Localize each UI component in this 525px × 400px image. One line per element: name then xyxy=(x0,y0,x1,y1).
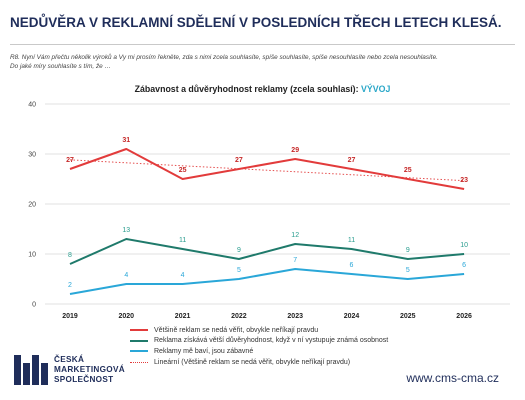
website-url[interactable]: www.cms-cma.cz xyxy=(406,371,499,385)
data-label: 23 xyxy=(460,177,468,184)
legend-item-1: Většině reklam se nedá věřit, obvykle ne… xyxy=(130,325,388,336)
legend-label: Většině reklam se nedá věřit, obvykle ne… xyxy=(154,326,319,334)
y-tick-label: 30 xyxy=(28,152,36,159)
data-label: 11 xyxy=(348,237,355,244)
legend-label: Reklama získává větší důvěryhodnost, kdy… xyxy=(154,337,389,345)
cms-logo-text: ČESKÁ MARKETINGOVÁ SPOLEČNOST xyxy=(54,355,125,384)
data-label: 27 xyxy=(235,157,243,164)
y-tick-label: 10 xyxy=(28,252,36,259)
data-label: 6 xyxy=(462,262,466,269)
legend-swatch xyxy=(130,361,148,363)
data-label: 5 xyxy=(237,267,241,274)
data-label: 2 xyxy=(68,282,72,289)
data-label: 11 xyxy=(179,237,186,244)
data-label: 29 xyxy=(291,147,299,154)
x-tick-label: 2022 xyxy=(231,313,247,320)
legend-item-2: Reklama získává větší důvěryhodnost, kdy… xyxy=(130,336,388,347)
title-divider xyxy=(10,44,515,45)
y-tick-label: 0 xyxy=(32,302,36,309)
data-label: 10 xyxy=(460,242,468,249)
chart-title: Zábavnost a důvěryhodnost reklamy (zcela… xyxy=(0,84,525,94)
x-tick-label: 2024 xyxy=(344,313,360,320)
survey-question-line2: Do jaké míry souhlasíte s tím, že … xyxy=(10,62,111,70)
series-line-1 xyxy=(69,148,465,190)
chart-title-main: Zábavnost a důvěryhodnost reklamy (zcela… xyxy=(134,84,359,94)
y-tick-label: 20 xyxy=(28,202,36,209)
x-tick-label: 2020 xyxy=(119,313,135,320)
data-label: 27 xyxy=(66,157,74,164)
data-label: 25 xyxy=(179,167,187,174)
x-tick-label: 2021 xyxy=(175,313,191,320)
data-label: 31 xyxy=(122,137,130,144)
x-tick-label: 2019 xyxy=(62,313,78,320)
data-label: 27 xyxy=(348,157,356,164)
data-label: 7 xyxy=(293,257,297,264)
survey-question-line1: R8. Nyní Vám přečtu několik výroků a Vy … xyxy=(10,54,438,61)
data-label: 13 xyxy=(122,227,130,234)
trendline xyxy=(69,159,465,182)
legend-label: Lineární (Většině reklam se nedá věřit, … xyxy=(154,358,351,366)
data-label: 9 xyxy=(237,247,241,254)
survey-question: R8. Nyní Vám přečtu několik výroků a Vy … xyxy=(10,54,515,71)
cms-logo-mark xyxy=(14,355,48,385)
data-label: 4 xyxy=(181,272,185,279)
data-label: 5 xyxy=(406,267,410,274)
x-tick-label: 2023 xyxy=(287,313,303,320)
data-label: 12 xyxy=(291,232,299,239)
series-line-3 xyxy=(69,268,465,295)
legend-swatch xyxy=(130,350,148,353)
x-tick-label: 2026 xyxy=(456,313,472,320)
legend-swatch xyxy=(130,329,148,332)
legend-swatch xyxy=(130,339,148,342)
data-label: 4 xyxy=(124,272,128,279)
slide-title: NEDŮVĚRA V REKLAMNÍ SDĚLENÍ V POSLEDNÍCH… xyxy=(10,15,502,30)
data-label: 6 xyxy=(350,262,354,269)
legend-label: Reklamy mě baví, jsou zábavné xyxy=(154,347,254,355)
y-tick-label: 40 xyxy=(28,102,36,109)
chart-title-accent: VÝVOJ xyxy=(361,84,391,94)
data-label: 9 xyxy=(406,247,410,254)
data-label: 25 xyxy=(404,167,412,174)
series-line-2 xyxy=(69,238,465,265)
legend-item-3: Reklamy mě baví, jsou zábavné xyxy=(130,346,388,357)
legend-item-trendline: Lineární (Většině reklam se nedá věřit, … xyxy=(130,357,388,368)
chart-legend: Většině reklam se nedá věřit, obvykle ne… xyxy=(130,325,388,367)
cms-logo: ČESKÁ MARKETINGOVÁ SPOLEČNOST xyxy=(14,355,125,385)
x-tick-label: 2025 xyxy=(400,313,416,320)
data-label: 8 xyxy=(68,252,72,259)
